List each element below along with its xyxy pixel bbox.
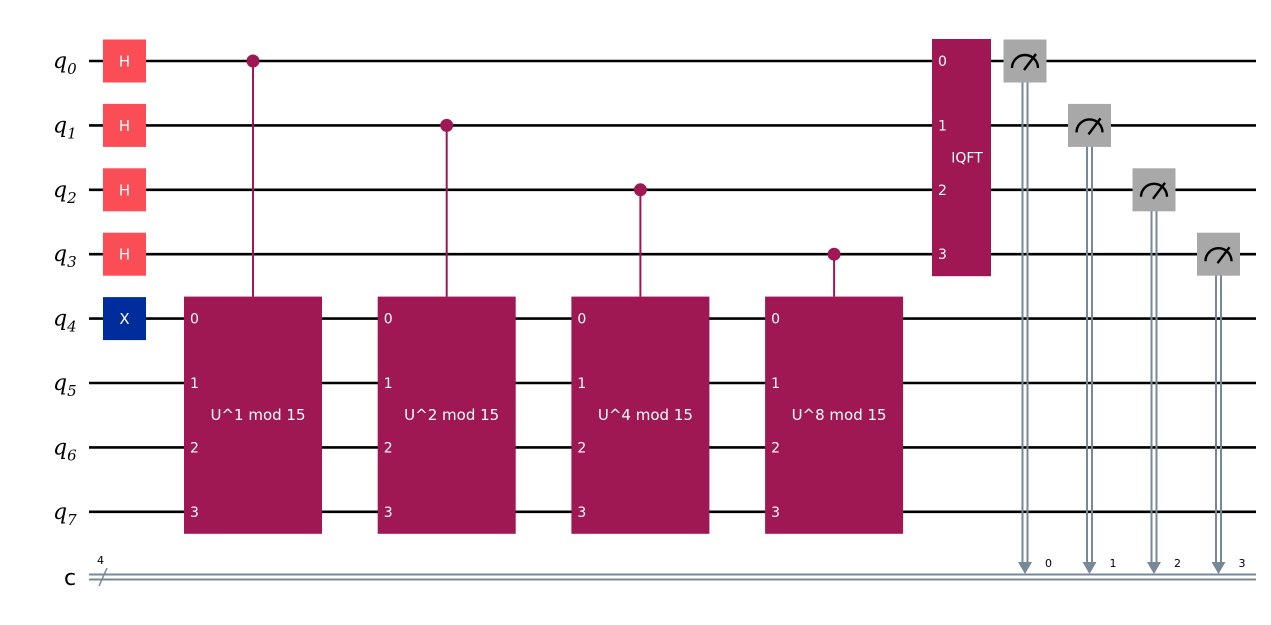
meter-needle-icon [1216,246,1231,264]
port-label: 3 [771,505,780,521]
measure-box [1197,232,1240,276]
meter-needle-icon [1152,182,1166,200]
qubit-label-5: q5 [53,371,77,400]
unitary-box [184,296,322,534]
meter-arc-icon [1139,182,1169,197]
register-labels: q0 q1 q2 q3 q4 q5 q6 q7 c [53,49,77,591]
unitary-box [571,296,710,534]
hadamard-gate: H [103,168,146,212]
bit-index-label: 2 [1174,557,1181,570]
bit-index-label: 0 [1045,557,1052,570]
controlled-unitary-3: 0 1 2 3 U^8 mod 15 [765,247,904,534]
port-label: 0 [190,312,199,328]
register-size-label: 4 [97,554,104,567]
meter-needle-icon [1023,53,1037,71]
gate-box [103,103,146,147]
gate-box [103,297,146,341]
qubit-label-1: q1 [53,113,77,142]
iqft-block: 0 1 2 3 IQFT [932,39,991,277]
port-label: 3 [938,247,947,263]
gate-box [103,232,146,276]
port-label: 0 [384,312,393,328]
port-label: 0 [577,312,586,328]
x-gate: X [103,297,146,341]
port-label: 3 [190,505,199,521]
measure-box [1068,103,1111,147]
gate-box [103,168,146,212]
unitary-box [765,296,904,534]
port-label: 0 [771,312,780,328]
port-label: 0 [938,54,947,70]
port-label: 1 [938,118,947,134]
gate-label: H [119,246,130,264]
qubit-label-3: q3 [53,242,77,271]
unitary-box [377,296,516,534]
iqft-box [932,39,991,277]
measure-arrow [1211,562,1226,574]
qubit-label-2: q2 [53,178,77,207]
unitary-label: U^1 mod 15 [210,406,305,424]
port-label: 2 [938,183,947,199]
classical-register: 4 [89,554,1256,587]
port-label: 1 [771,376,780,392]
bit-index-label: 3 [1239,557,1246,570]
hadamard-gate: H [103,39,146,83]
register-size-slash [98,567,108,587]
controlled-unitary-2: 0 1 2 3 U^4 mod 15 [571,183,710,534]
measure-arrow [1082,562,1097,574]
control-dot [246,54,260,68]
gate-label: H [119,117,130,135]
measure-arrow [1018,562,1032,574]
port-label: 2 [384,440,393,456]
controlled-unitary-0: 0 1 2 3 U^1 mod 15 [184,54,322,534]
classical-register-label: c [64,566,76,591]
port-label: 2 [577,440,586,456]
measure-3: 3 [1197,232,1246,574]
gates-layer: H H H H X 0 1 2 3 U^1 mod 15 0 1 2 3 U^2 mod 15 0 1 2 3 U^4… [103,39,1246,574]
control-dot [633,183,647,197]
measure-arrow [1147,562,1161,574]
measure-2: 2 [1132,168,1181,574]
port-label: 2 [190,440,199,456]
hadamard-gate: H [103,232,146,276]
unitary-label: U^2 mod 15 [404,406,499,424]
iqft-label: IQFT [951,151,983,167]
control-dot [440,118,454,132]
meter-arc-icon [1075,118,1104,133]
qubit-label-0: q0 [53,49,77,78]
measure-box [1132,168,1176,212]
measure-1: 1 [1068,103,1117,574]
gate-label: H [119,181,130,199]
gate-label: X [119,310,129,328]
port-label: 3 [384,505,393,521]
meter-arc-icon [1010,53,1040,69]
port-label: 3 [577,505,586,521]
qubit-label-4: q4 [53,307,77,336]
port-label: 1 [190,376,199,392]
port-label: 2 [771,440,780,456]
measure-0: 0 [1003,39,1052,574]
unitary-label: U^8 mod 15 [792,406,887,424]
qubit-label-6: q6 [53,435,77,464]
control-dot [827,247,841,261]
qubit-label-7: q7 [53,500,77,529]
meter-arc-icon [1204,247,1233,262]
controlled-unitary-1: 0 1 2 3 U^2 mod 15 [377,118,516,534]
meter-needle-icon [1087,117,1102,136]
measure-box [1003,39,1047,83]
bit-index-label: 1 [1110,557,1117,570]
gate-box [103,39,146,83]
hadamard-gate: H [103,103,146,147]
port-label: 1 [577,376,586,392]
port-label: 1 [384,376,393,392]
gate-label: H [119,53,130,71]
unitary-label: U^4 mod 15 [598,406,693,424]
